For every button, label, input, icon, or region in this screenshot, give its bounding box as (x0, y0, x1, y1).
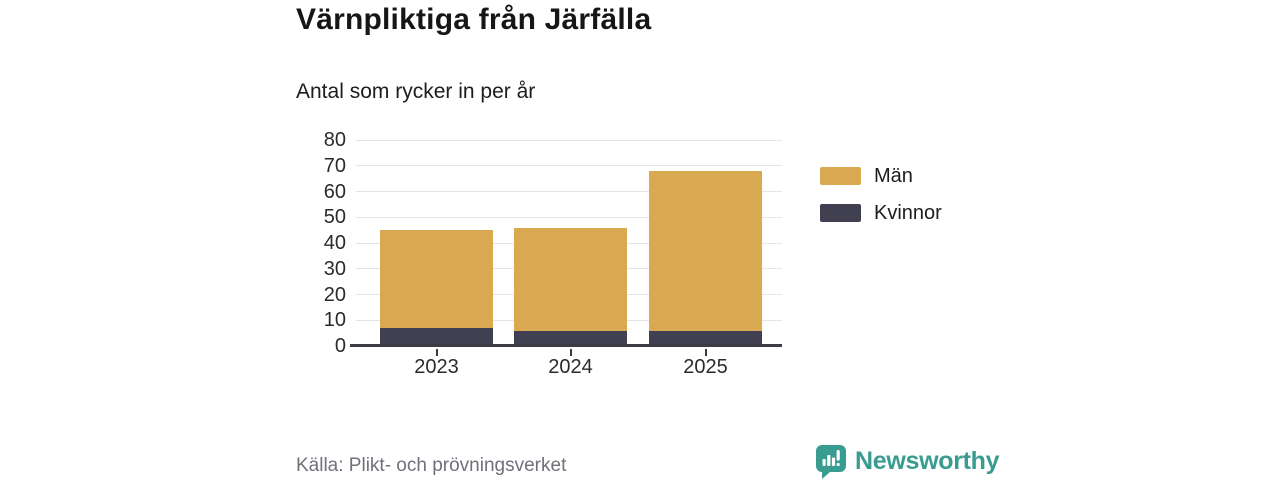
chart-title: Värnpliktiga från Järfälla (296, 3, 652, 36)
y-tick-label-30: 30 (323, 257, 346, 280)
x-axis-line (350, 344, 782, 347)
bar-segment-kvinnor-2024 (514, 330, 627, 346)
bar-segment-kvinnor-2023 (380, 327, 493, 346)
legend-label-kvinnor: Kvinnor (874, 202, 942, 224)
gridline-80 (356, 139, 782, 141)
brand-wordmark: Newsworthy (855, 447, 1000, 475)
y-tick-label-0: 0 (334, 335, 346, 357)
y-tick-label-20: 20 (323, 283, 346, 306)
newsworthy-logo: Newsworthy (815, 444, 1000, 479)
legend-label-män: Män (874, 165, 913, 187)
y-tick-label-40: 40 (323, 232, 346, 254)
source-note: Källa: Plikt- och prövningsverket (296, 455, 567, 476)
y-axis: 0 10 20 30 40 50 60 70 80 (290, 129, 346, 357)
bar-segment-kvinnor-2025 (649, 330, 762, 346)
bar-segment-män-2024 (514, 227, 627, 331)
y-tick-label-10: 10 (323, 309, 346, 332)
x-tick-label-2023: 2023 (414, 356, 459, 378)
gridline-60 (356, 191, 782, 192)
x-tick-2024 (569, 349, 572, 356)
legend-item-män: Män (820, 164, 942, 188)
x-tick-label-2025: 2025 (683, 356, 728, 378)
legend-swatch-män (820, 167, 861, 185)
x-tick-2025 (704, 349, 707, 356)
bar-segment-män-2023 (380, 230, 493, 328)
y-tick-label-60: 60 (323, 180, 346, 203)
y-tick-label-70: 70 (323, 154, 346, 177)
y-tick-label-80: 80 (323, 129, 346, 151)
speech-bubble-bar-chart-icon (816, 445, 846, 479)
y-tick-label-50: 50 (323, 206, 346, 229)
legend-item-kvinnor: Kvinnor (820, 201, 942, 225)
x-tick-label-2024: 2024 (548, 356, 593, 378)
bar-segment-män-2025 (649, 170, 762, 331)
gridline-50 (356, 216, 782, 218)
x-tick-2023 (435, 349, 438, 356)
chart-subtitle: Antal som rycker in per år (296, 80, 536, 103)
legend: Män Kvinnor (820, 164, 942, 238)
legend-swatch-kvinnor (820, 204, 861, 222)
gridline-70 (356, 165, 782, 167)
plot-area: 2023 2024 2025 (350, 139, 782, 378)
